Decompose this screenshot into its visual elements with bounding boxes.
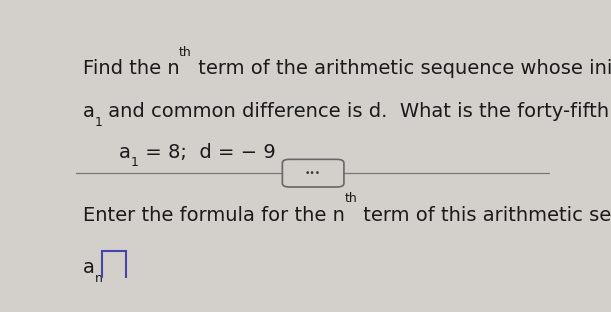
- Text: Find the n: Find the n: [82, 59, 179, 78]
- Text: term of the arithmetic sequence whose initial term is: term of the arithmetic sequence whose in…: [192, 59, 611, 78]
- Text: and common difference is d.  What is the forty-fifth term?: and common difference is d. What is the …: [102, 102, 611, 121]
- Text: =: =: [102, 258, 131, 277]
- Text: 1: 1: [131, 156, 139, 169]
- Text: th: th: [345, 193, 357, 205]
- Text: a: a: [119, 143, 131, 162]
- Text: = 8;  d = − 9: = 8; d = − 9: [139, 143, 276, 162]
- Text: n: n: [95, 272, 102, 285]
- Text: a: a: [82, 258, 95, 277]
- Text: Enter the formula for the n: Enter the formula for the n: [82, 206, 345, 225]
- FancyBboxPatch shape: [102, 251, 126, 282]
- Text: a: a: [82, 102, 95, 121]
- Text: term of this arithmetic series.: term of this arithmetic series.: [357, 206, 611, 225]
- Text: •••: •••: [305, 169, 321, 178]
- FancyBboxPatch shape: [282, 159, 344, 187]
- Text: th: th: [179, 46, 192, 59]
- Text: 1: 1: [95, 115, 102, 129]
